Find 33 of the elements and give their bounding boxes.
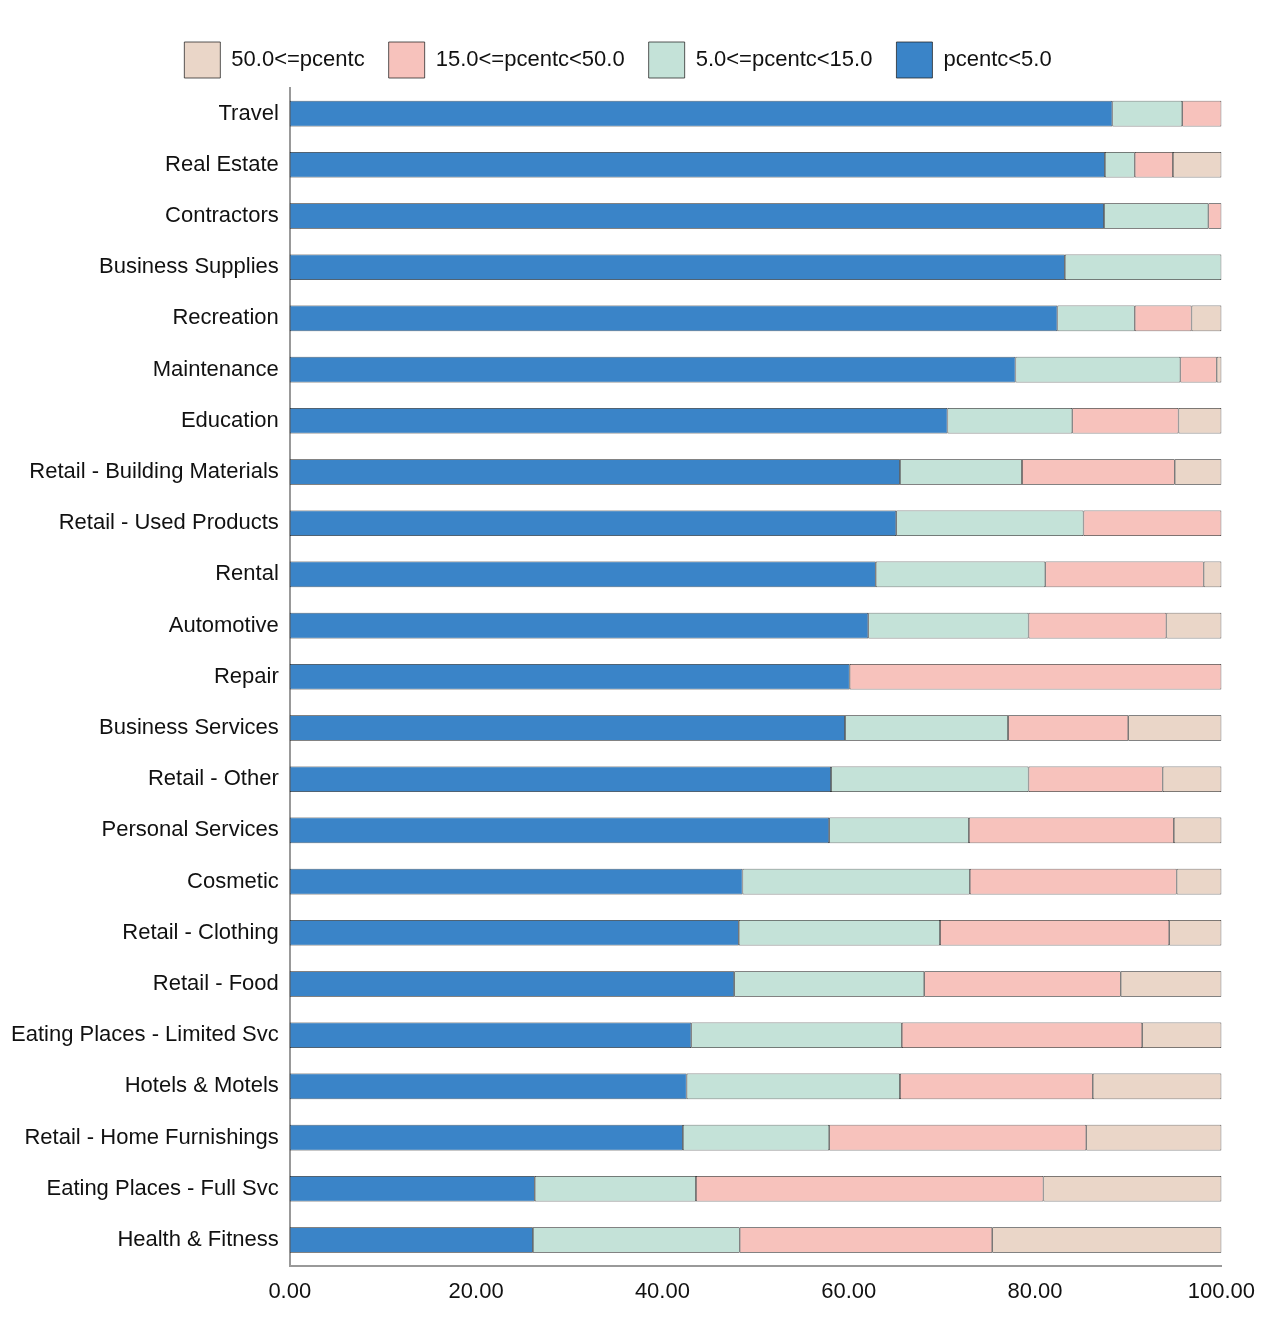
y-tick-label: Automotive [168,611,279,637]
legend-label: pcentc<5.0 [943,46,1052,72]
y-tick-label: Repair [213,662,279,688]
y-tick-label: Rental [215,560,279,586]
y-tick-label: Recreation [172,304,279,330]
y-tick-label: Eating Places - Full Svc [46,1174,279,1200]
x-tick-label: 40.00 [634,1277,690,1303]
x-tick-label: 0.00 [268,1277,312,1303]
y-tick-label: Hotels & Motels [124,1072,279,1098]
x-tick-label: 20.00 [448,1277,504,1303]
x-tick-label: 100.00 [1187,1277,1255,1303]
y-tick-label: Retail - Home Furnishings [24,1123,279,1149]
legend-label: 15.0<=pcentc<50.0 [435,46,625,72]
x-tick-label: 80.00 [1007,1277,1063,1303]
y-tick-label: Retail - Clothing [122,918,279,944]
y-tick-label: Health & Fitness [117,1226,279,1252]
y-tick-label: Cosmetic [187,867,279,893]
y-tick-label: Travel [218,99,279,125]
legend-label: 50.0<=pcentc [231,46,365,72]
y-tick-label: Contractors [165,202,279,228]
y-tick-label: Real Estate [165,150,279,176]
y-tick-label: Personal Services [101,816,279,842]
y-tick-label: Business Services [99,714,279,740]
y-tick-label: Retail - Food [152,970,279,996]
x-tick-label: 60.00 [821,1277,877,1303]
y-tick-label: Retail - Other [147,765,279,791]
y-tick-label: Maintenance [152,355,279,381]
legend-label: 5.0<=pcentc<15.0 [695,46,873,72]
y-tick-label: Eating Places - Limited Svc [11,1021,279,1047]
y-tick-label: Retail - Used Products [58,509,279,535]
y-tick-label: Business Supplies [99,253,279,279]
y-tick-label: Education [180,406,279,432]
y-tick-label: Retail - Building Materials [29,458,279,484]
